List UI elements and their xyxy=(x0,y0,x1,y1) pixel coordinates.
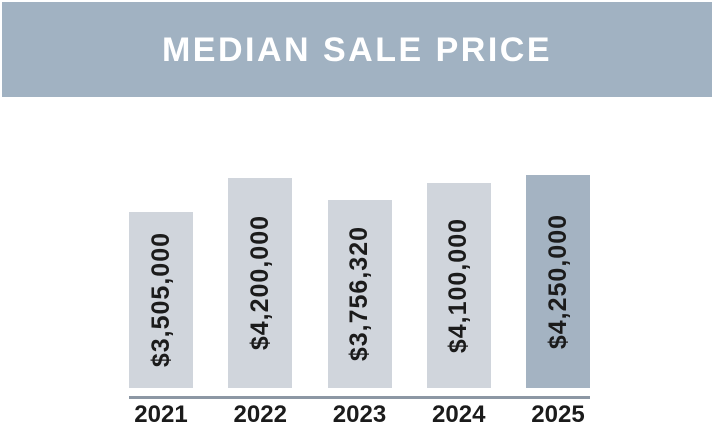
bar-value-label: $4,250,000 xyxy=(543,213,572,350)
bars-row: $3,505,000 $4,200,000 $3,756,320 $4,100,000… xyxy=(129,0,590,388)
bar-2022: $4,200,000 xyxy=(228,178,293,388)
bar-value-label: $3,505,000 xyxy=(146,232,175,368)
x-axis-tick-label: 2021 xyxy=(134,401,188,428)
chart-title: MEDIAN SALE PRICE xyxy=(161,30,553,69)
bar-value-label: $3,756,320 xyxy=(345,226,373,362)
bar-2021: $3,505,000 xyxy=(129,212,193,388)
x-axis-labels: 2021 2022 2023 2024 2025 xyxy=(129,401,590,428)
chart-title-banner: MEDIAN SALE PRICE xyxy=(2,2,712,97)
bar-value-label: $4,100,000 xyxy=(444,217,473,354)
x-axis-tick-label: 2025 xyxy=(531,401,585,428)
bar-value-label: $4,200,000 xyxy=(245,215,274,351)
x-axis-tick-label: 2022 xyxy=(233,401,287,428)
bar-2023: $3,756,320 xyxy=(327,200,392,388)
x-axis-tick-label: 2023 xyxy=(332,401,387,428)
x-axis-tick-label: 2024 xyxy=(432,401,486,428)
bar-2024: $4,100,000 xyxy=(426,183,491,388)
x-axis-line xyxy=(129,396,590,399)
bar-2025: $4,250,000 xyxy=(526,175,590,388)
